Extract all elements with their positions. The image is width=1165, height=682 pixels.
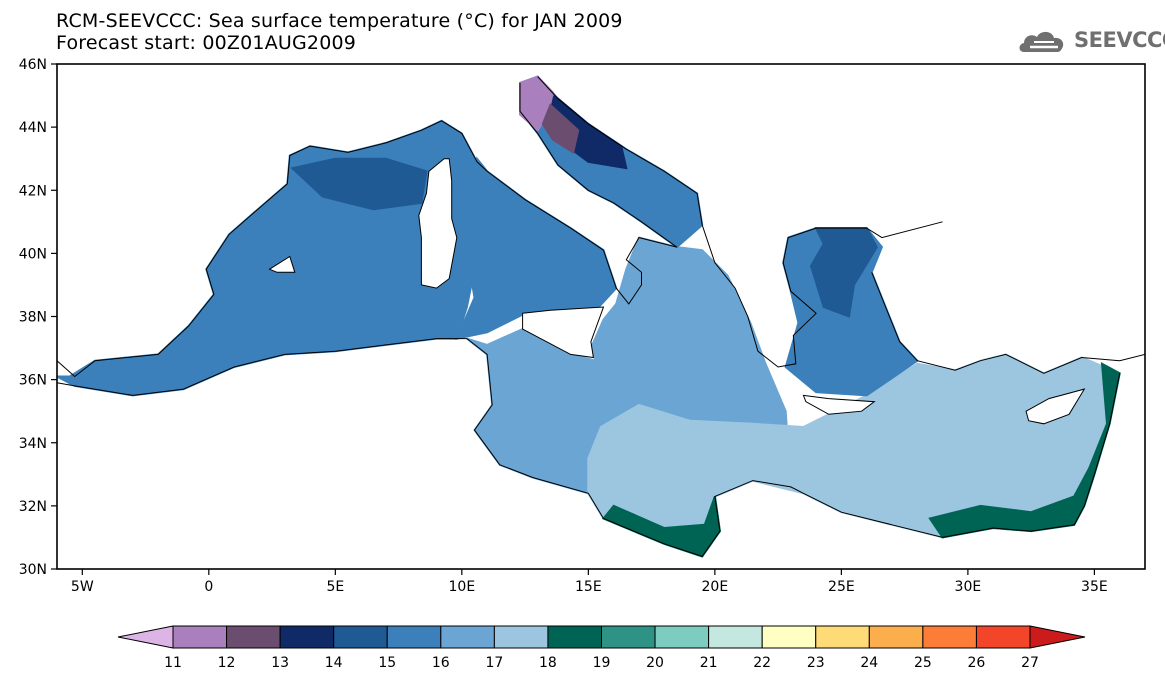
coastline-iberia-france [56, 82, 678, 378]
coastline-balkans [537, 76, 943, 368]
lon-tick-label: 20E [702, 579, 729, 595]
colorbar-box [440, 625, 495, 649]
lat-tick-label: 46N [19, 57, 47, 73]
colorbar-high-arrow [1029, 625, 1086, 649]
colorbar-label: 27 [1021, 655, 1039, 671]
coastline-layer [56, 76, 1146, 557]
axis-ticks: 5W 0 5E 10E 15E 20E 25E 30E 35E 30N 32N 34N 36N 38N 40… [19, 57, 1108, 595]
island-crete [802, 394, 876, 415]
colorbar-label: 16 [432, 655, 450, 671]
logo-text: SEEVCCC [1074, 28, 1165, 52]
sst-region-liguro-provencal-cold-core [290, 157, 428, 211]
lon-tick-label: 10E [449, 579, 476, 595]
lon-tick-label: 30E [955, 579, 982, 595]
colorbar-box [761, 625, 817, 649]
lat-tick-label: 34N [19, 436, 47, 452]
coastline-levant [56, 338, 1121, 557]
colorbar-label: 12 [218, 655, 236, 671]
colorbar-label: 26 [968, 655, 986, 671]
lon-tick-label: 35E [1081, 579, 1108, 595]
colorbar-label: 23 [807, 655, 825, 671]
colorbar-low-arrow [117, 625, 174, 649]
colorbar-box [922, 625, 977, 649]
colorbar-box [815, 625, 870, 649]
lat-tick-label: 40N [19, 246, 47, 262]
lon-tick-label: 0 [204, 579, 213, 595]
colorbar-box [975, 625, 1031, 649]
lon-tick-label: 25E [828, 579, 855, 595]
colorbar-labels: 11 12 13 14 15 16 17 18 19 20 21 22 23 24 25 26 27 [164, 655, 1039, 671]
colorbar-box [708, 625, 763, 649]
forecast-start-label: Forecast start: 00Z01AUG2009 [56, 32, 357, 54]
colorbar-label: 18 [539, 655, 557, 671]
lat-tick-label: 30N [19, 562, 47, 578]
colorbar-label: 14 [325, 655, 343, 671]
colorbar-box [333, 625, 388, 649]
lon-tick-label: 5E [326, 579, 344, 595]
sst-region-north-aegean-cold [809, 227, 878, 318]
lat-tick-label: 36N [19, 373, 47, 389]
island-mallorca [268, 255, 296, 273]
colorbar-box [386, 625, 442, 649]
colorbar-box [601, 625, 656, 649]
island-layer [268, 158, 1086, 425]
lat-tick-label: 42N [19, 183, 47, 199]
colorbar-boxes [117, 625, 1086, 649]
colorbar-box [493, 625, 549, 649]
colorbar-box [654, 625, 710, 649]
lon-tick-label: 15E [575, 579, 602, 595]
colorbar-label: 15 [378, 655, 396, 671]
colorbar-label: 25 [914, 655, 932, 671]
map-title: RCM-SEEVCCC: Sea surface temperature (°C… [56, 10, 623, 32]
island-corsica-sardinia [418, 158, 458, 289]
lat-tick-label: 44N [19, 120, 47, 136]
colorbar-label: 24 [860, 655, 878, 671]
coastline-anatolia [871, 272, 1146, 374]
colorbar-label: 22 [753, 655, 771, 671]
colorbar-box [868, 625, 924, 649]
lat-tick-label: 32N [19, 499, 47, 515]
colorbar-label: 13 [271, 655, 289, 671]
colorbar-box [172, 625, 228, 649]
island-cyprus [1025, 388, 1086, 425]
colorbar-label: 11 [164, 655, 182, 671]
colorbar-box [547, 625, 602, 649]
island-sicily [522, 306, 605, 359]
cloud-logo-icon [1019, 31, 1064, 52]
seevccc-logo: SEEVCCC [1016, 22, 1165, 60]
lon-tick-label: 5W [71, 579, 94, 595]
colorbar-box [279, 625, 335, 649]
colorbar-label: 21 [700, 655, 718, 671]
colorbar-label: 20 [646, 655, 664, 671]
lat-tick-label: 38N [19, 310, 47, 326]
sst-region-northern-adriatic-13 [541, 103, 580, 154]
figure-header: RCM-SEEVCCC: Sea surface temperature (°C… [56, 10, 623, 54]
colorbar-box [226, 625, 281, 649]
colorbar-label: 17 [485, 655, 503, 671]
colorbar-label: 19 [593, 655, 611, 671]
